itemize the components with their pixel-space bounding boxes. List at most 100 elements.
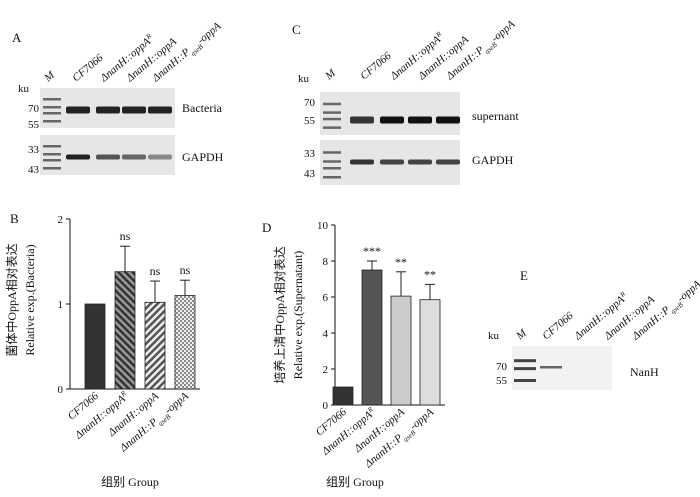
- y-tick-label: 4: [323, 328, 329, 340]
- marker-band: [43, 153, 61, 156]
- marker-band: [43, 120, 61, 123]
- label-part: -oppA: [489, 18, 518, 45]
- panel-label: A: [12, 30, 22, 45]
- marker: 55: [304, 115, 316, 127]
- annotation: ns: [120, 229, 131, 243]
- marker-band: [323, 126, 341, 129]
- band: [148, 106, 172, 114]
- x-axis-label: 组别 Group: [101, 475, 159, 489]
- label-part: R: [119, 389, 129, 399]
- rotated-label: CF7066: [358, 50, 394, 83]
- annotation: **: [395, 255, 407, 269]
- annotation: **: [424, 267, 436, 281]
- label-part: CF7066: [540, 310, 576, 343]
- bar: [144, 301, 166, 390]
- bar: [84, 303, 106, 390]
- rotated-label: M: [513, 327, 529, 343]
- marker-band: [43, 112, 61, 115]
- label-part: R: [618, 290, 628, 300]
- y-tick-label: 0: [58, 384, 64, 396]
- x-axis-label: 组别 Group: [326, 475, 384, 489]
- bar: [390, 295, 412, 406]
- marker: 33: [28, 144, 40, 156]
- y-tick-label: 10: [317, 220, 329, 232]
- marker-band: [43, 145, 61, 148]
- bar: [419, 299, 441, 406]
- band: [122, 154, 146, 160]
- band: [350, 159, 374, 165]
- bar: [332, 386, 354, 406]
- unit: ku: [298, 73, 310, 85]
- marker-band: [323, 102, 341, 106]
- marker: 33: [304, 148, 316, 160]
- y-tick-label: 2: [58, 214, 64, 226]
- bar: [114, 271, 136, 390]
- marker-band: [43, 167, 61, 170]
- band: [380, 116, 404, 124]
- unit: ku: [488, 330, 500, 342]
- label-part: M: [513, 327, 529, 343]
- label-part: M: [41, 69, 57, 85]
- rotated-label: M: [322, 67, 338, 83]
- blot: [320, 92, 460, 135]
- y-axis-label: Relative exp.(Bacteria): [23, 244, 37, 355]
- band: [540, 366, 562, 369]
- marker-band: [514, 367, 536, 371]
- panel-label: D: [262, 220, 271, 235]
- y-axis-label: Relative exp.(Supernatant): [291, 251, 305, 380]
- panel-label: C: [292, 22, 301, 37]
- blot-label: GAPDH: [182, 150, 224, 164]
- blot-label: NanH: [630, 365, 659, 379]
- marker: 55: [28, 119, 40, 131]
- label-part: R: [434, 30, 444, 40]
- marker: 70: [304, 97, 316, 109]
- blot-label: GAPDH: [472, 153, 514, 167]
- marker: 70: [496, 361, 508, 373]
- marker: 55: [496, 375, 508, 387]
- marker: 70: [28, 103, 40, 115]
- band: [66, 106, 90, 114]
- label-part: R: [366, 405, 376, 415]
- band: [66, 154, 90, 160]
- y-tick-label: 2: [323, 364, 329, 376]
- band: [408, 116, 432, 124]
- marker-band: [43, 106, 61, 109]
- band: [96, 106, 120, 114]
- band: [436, 116, 460, 124]
- marker-band: [323, 176, 341, 179]
- label-part: R: [144, 32, 154, 42]
- marker-band: [43, 98, 61, 101]
- marker-band: [323, 111, 341, 114]
- label-part: -oppA: [195, 20, 224, 47]
- y-tick-label: 0: [323, 400, 329, 412]
- marker-band: [514, 379, 536, 382]
- band: [148, 154, 172, 160]
- y-tick-label: 1: [58, 299, 64, 311]
- rotated-label: CF7066: [540, 310, 576, 343]
- annotation: ns: [150, 264, 161, 278]
- band: [436, 159, 460, 165]
- marker-band: [323, 117, 341, 121]
- band: [380, 159, 404, 165]
- label-part: M: [322, 67, 338, 83]
- blot-label: supernant: [472, 109, 519, 123]
- marker-band: [43, 159, 61, 162]
- rotated-label: M: [41, 69, 57, 85]
- y-axis-label: 菌体中OppA相对表达: [4, 243, 19, 356]
- unit: ku: [18, 83, 30, 95]
- bar: [361, 269, 383, 406]
- marker: 43: [304, 168, 316, 180]
- marker-band: [323, 160, 341, 163]
- marker-band: [514, 359, 536, 363]
- marker: 43: [28, 164, 40, 176]
- blot-label: Bacteria: [182, 101, 223, 115]
- label-part: -oppA: [675, 278, 700, 305]
- y-axis-label: 培养上清中OppA相对表达: [272, 246, 287, 383]
- y-tick-label: 6: [323, 292, 329, 304]
- panel-label: E: [520, 268, 528, 283]
- marker-band: [323, 167, 341, 170]
- label-part: -oppA: [163, 390, 192, 417]
- label-part: CF7066: [358, 50, 394, 83]
- band: [408, 159, 432, 165]
